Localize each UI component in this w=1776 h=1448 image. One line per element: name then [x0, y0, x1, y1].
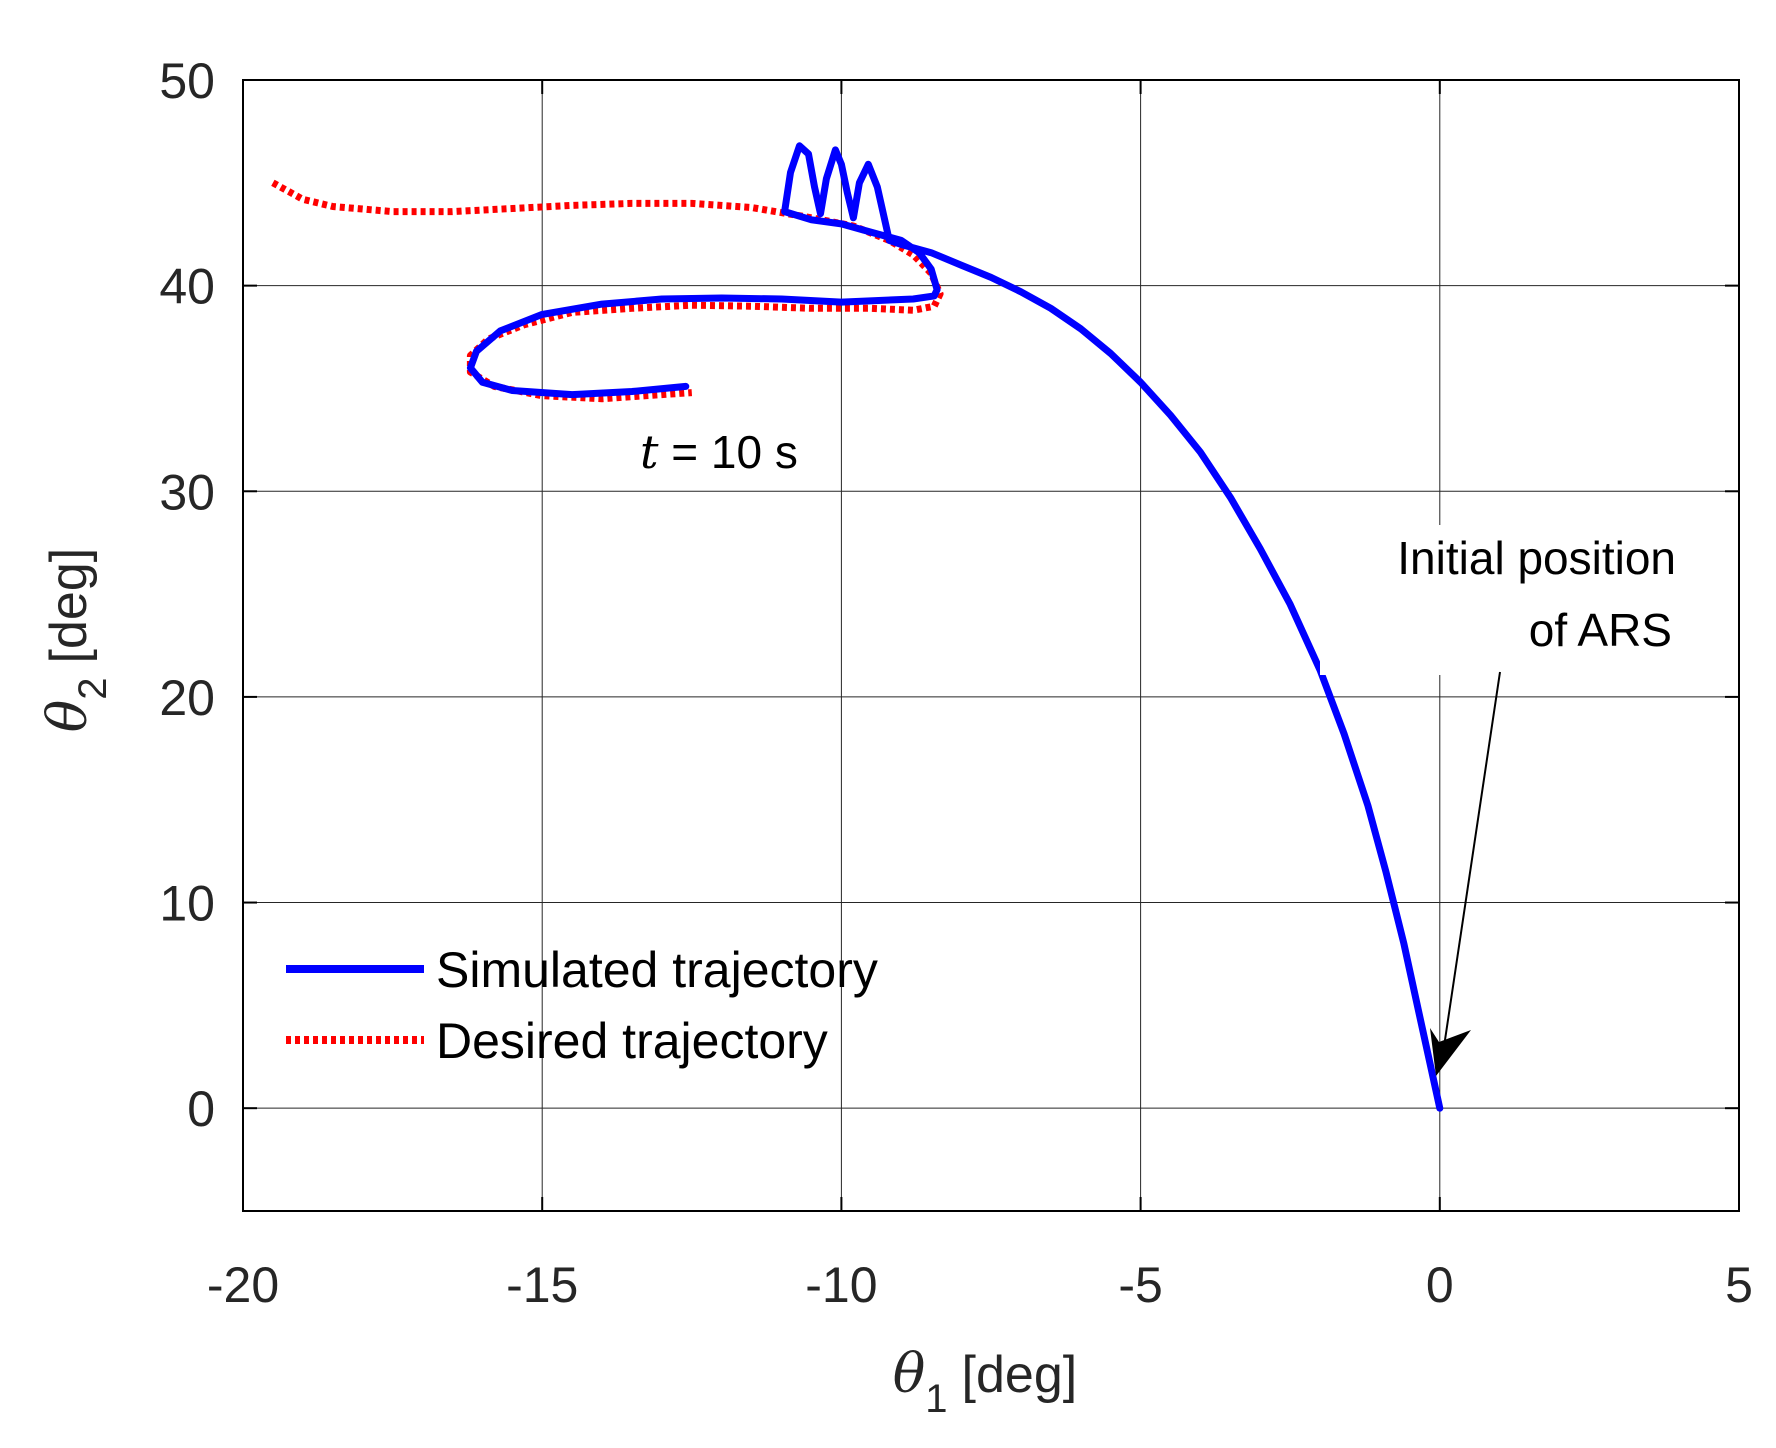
x-tick-label: 5	[1725, 1257, 1753, 1313]
y-tick-label: 0	[187, 1081, 215, 1137]
y-tick-label: 10	[159, 876, 215, 932]
initial-position-line-2: of ARS	[1529, 604, 1672, 656]
y-axis-label-group: θ2[deg]	[36, 548, 115, 732]
plot-frame	[242, 79, 1740, 1212]
y-tick-label: 30	[159, 464, 215, 520]
x-tick-label: -5	[1118, 1257, 1162, 1313]
desired-trajectory-line	[271, 179, 944, 403]
y-tick-label: 40	[159, 259, 215, 315]
y-tick-label: 20	[159, 670, 215, 726]
x-tick-label: -15	[506, 1257, 578, 1313]
initial-position-arrow-head	[1430, 1028, 1471, 1076]
x-tick-label: 0	[1426, 1257, 1454, 1313]
legend-label-desired: Desired trajectory	[436, 1013, 828, 1069]
y-tick-label: 50	[159, 53, 215, 109]
legend-label-simulated: Simulated trajectory	[436, 942, 878, 998]
initial-position-line-1: Initial position	[1397, 532, 1676, 584]
series-layer	[271, 142, 1444, 1112]
legend: Simulated trajectory Desired trajectory	[286, 942, 878, 1069]
end-time-annotation: t = 10 s	[640, 425, 798, 479]
x-tick-label: -10	[805, 1257, 877, 1313]
x-axis-label: θ1 [deg]	[893, 1342, 1077, 1421]
simulated-trajectory-line	[466, 142, 1444, 1112]
annotation-background	[1320, 525, 1700, 675]
y-axis-label: θ2[deg]	[36, 548, 115, 732]
initial-position-annotation: Initial position of ARS	[1320, 525, 1700, 1076]
x-tick-label: -20	[207, 1257, 279, 1313]
initial-position-arrow-line	[1441, 671, 1501, 1061]
